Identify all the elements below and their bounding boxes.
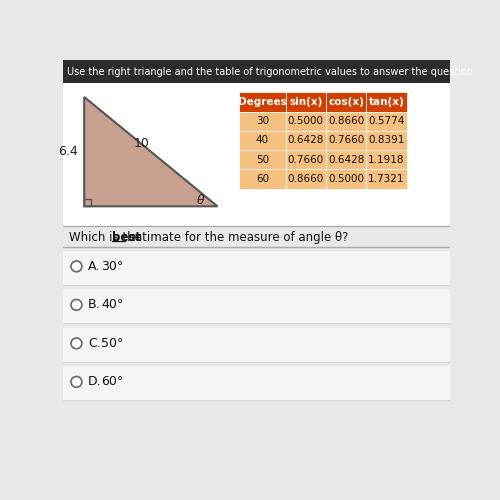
Bar <box>239 92 286 112</box>
Text: 60°: 60° <box>101 376 124 388</box>
Text: Which is the: Which is the <box>68 230 146 243</box>
Text: θ: θ <box>196 194 204 207</box>
Text: tan(x): tan(x) <box>368 97 404 107</box>
Bar <box>62 328 450 362</box>
Bar <box>239 170 286 188</box>
Text: 0.5000: 0.5000 <box>288 116 324 126</box>
Bar <box>326 150 366 170</box>
Text: 10: 10 <box>134 138 150 150</box>
Bar <box>239 150 286 170</box>
Text: 1.7321: 1.7321 <box>368 174 405 184</box>
Bar <box>239 131 286 150</box>
Bar <box>286 112 326 131</box>
Text: C.: C. <box>88 337 101 350</box>
Text: 0.5000: 0.5000 <box>328 174 364 184</box>
Bar <box>286 92 326 112</box>
Bar <box>286 170 326 188</box>
Circle shape <box>71 376 82 387</box>
Bar <box>62 251 450 285</box>
Circle shape <box>71 300 82 310</box>
Bar <box>366 150 406 170</box>
Text: 40: 40 <box>256 136 269 145</box>
Text: B.: B. <box>88 298 101 312</box>
Circle shape <box>71 261 82 272</box>
Bar <box>326 92 366 112</box>
Text: 6.4: 6.4 <box>58 145 78 158</box>
Polygon shape <box>84 97 218 206</box>
Text: D.: D. <box>88 376 102 388</box>
Text: A.: A. <box>88 260 101 273</box>
Text: best: best <box>112 230 141 243</box>
Text: 0.8660: 0.8660 <box>328 116 364 126</box>
Bar <box>286 131 326 150</box>
Bar <box>326 170 366 188</box>
Bar <box>62 83 450 226</box>
Bar <box>286 150 326 170</box>
Text: sin(x): sin(x) <box>289 97 322 107</box>
Text: 50°: 50° <box>101 337 124 350</box>
Bar <box>84 200 91 206</box>
Text: 0.7660: 0.7660 <box>288 154 324 164</box>
Text: 0.5774: 0.5774 <box>368 116 404 126</box>
Bar <box>62 366 450 400</box>
Bar <box>62 60 450 83</box>
Bar <box>366 170 406 188</box>
Text: 40°: 40° <box>101 298 124 312</box>
Text: 50: 50 <box>256 154 269 164</box>
Text: 0.6428: 0.6428 <box>288 136 324 145</box>
Text: 30°: 30° <box>101 260 124 273</box>
Circle shape <box>71 338 82 349</box>
Text: 30: 30 <box>256 116 269 126</box>
Text: Use the right triangle and the table of trigonometric values to answer the quest: Use the right triangle and the table of … <box>67 66 476 76</box>
Bar <box>62 290 450 324</box>
Text: 0.6428: 0.6428 <box>328 154 364 164</box>
Text: 0.8391: 0.8391 <box>368 136 404 145</box>
Bar <box>366 92 406 112</box>
Bar <box>326 112 366 131</box>
Text: 0.8660: 0.8660 <box>288 174 324 184</box>
Text: 0.7660: 0.7660 <box>328 136 364 145</box>
Bar <box>366 112 406 131</box>
Bar <box>366 131 406 150</box>
Text: Degrees: Degrees <box>238 97 287 107</box>
Text: 60: 60 <box>256 174 269 184</box>
Text: cos(x): cos(x) <box>328 97 364 107</box>
Bar <box>239 112 286 131</box>
Bar <box>326 131 366 150</box>
Text: estimate for the measure of angle θ?: estimate for the measure of angle θ? <box>126 230 348 243</box>
Text: 1.1918: 1.1918 <box>368 154 405 164</box>
